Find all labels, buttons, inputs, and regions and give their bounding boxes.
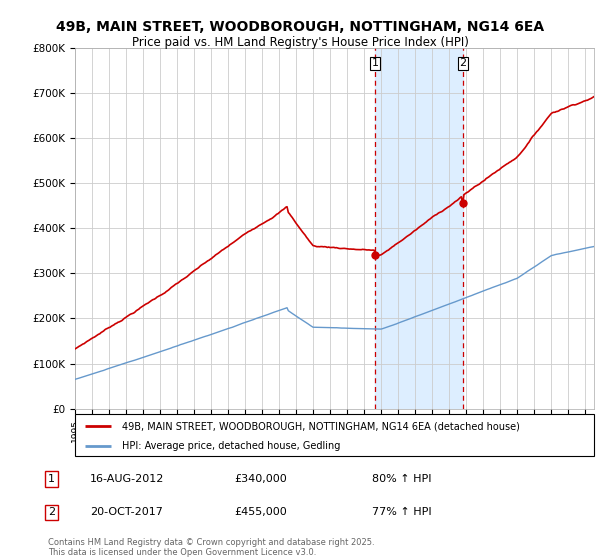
- Text: Price paid vs. HM Land Registry's House Price Index (HPI): Price paid vs. HM Land Registry's House …: [131, 36, 469, 49]
- Text: 1: 1: [371, 58, 379, 68]
- Text: 49B, MAIN STREET, WOODBOROUGH, NOTTINGHAM, NG14 6EA (detached house): 49B, MAIN STREET, WOODBOROUGH, NOTTINGHA…: [122, 421, 520, 431]
- Text: 2: 2: [48, 507, 55, 517]
- Text: 1: 1: [48, 474, 55, 484]
- Text: 2: 2: [459, 58, 466, 68]
- Text: HPI: Average price, detached house, Gedling: HPI: Average price, detached house, Gedl…: [122, 441, 340, 451]
- Text: 20-OCT-2017: 20-OCT-2017: [90, 507, 163, 517]
- Text: Contains HM Land Registry data © Crown copyright and database right 2025.
This d: Contains HM Land Registry data © Crown c…: [48, 538, 374, 557]
- Text: 49B, MAIN STREET, WOODBOROUGH, NOTTINGHAM, NG14 6EA: 49B, MAIN STREET, WOODBOROUGH, NOTTINGHA…: [56, 20, 544, 34]
- Text: £340,000: £340,000: [234, 474, 287, 484]
- Text: £455,000: £455,000: [234, 507, 287, 517]
- Text: 80% ↑ HPI: 80% ↑ HPI: [372, 474, 431, 484]
- Bar: [375, 48, 463, 409]
- Text: 77% ↑ HPI: 77% ↑ HPI: [372, 507, 431, 517]
- Text: 16-AUG-2012: 16-AUG-2012: [90, 474, 164, 484]
